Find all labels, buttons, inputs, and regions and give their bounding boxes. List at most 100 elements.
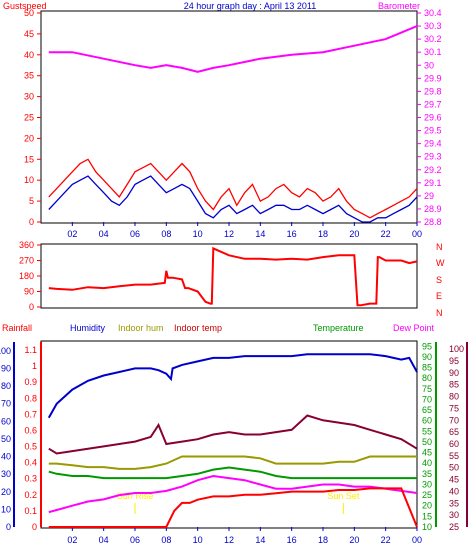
top-series [48,25,418,223]
rainfall-tick-label: 0.3 [24,474,37,484]
series-line-wind-direction [48,246,418,307]
barometer-ticks: 28.8 28.9 29 29.1 29.2 29.3 29.4 29.5 29.6 29.7 29… [417,8,442,227]
series-line-rainfall [48,487,418,528]
temperature-tick-label: 15 [422,511,432,521]
bottom-hour-ticks: 02 04 06 08 10 12 14 16 18 20 22 00 [67,527,422,545]
hour-tick-label: 00 [412,229,422,239]
hour-tick-label: 20 [349,229,359,239]
baro-tick-label: 30.3 [424,21,442,31]
hour-tick-label: 10 [193,535,203,545]
gust-tick-label: 30 [24,92,34,102]
humidity-tick-label: 40 [1,452,11,462]
baro-tick-label: 28.9 [424,204,442,214]
dir-tick-label: 90 [24,287,34,297]
temperature-tick-label: 30 [422,479,432,489]
rainfall-tick-label: 0.7 [24,409,37,419]
rainfall-tick-label: 0 [32,522,37,532]
baro-tick-label: 29.1 [424,178,442,188]
temperature-tick-label: 35 [422,469,432,479]
temperature-tick-label: 95 [422,341,432,351]
temperature-tick-label: 90 [422,352,432,362]
hour-tick-label: 02 [67,535,77,545]
dir-tick-label: 0 [29,302,34,312]
hour-tick-label: 08 [161,535,171,545]
baro-tick-label: 29.6 [424,113,442,123]
temperature-tick-label: 50 [422,437,432,447]
wind-direction-ticks: 0 90 180 270 360 [19,240,41,312]
hour-tick-label: 04 [99,229,109,239]
compass-label: N [436,308,443,318]
temperature-tick-label: 25 [422,490,432,500]
rainfall-ticks: 0 0.1 0.2 0.3 0.4 0.5 0.6 0.7 0.8 0.9 1 1.1 [24,342,42,532]
humidity-tick-label: 90 [1,363,11,373]
dewpoint-tick-label: 95 [449,356,459,366]
dir-tick-label: 360 [19,240,34,250]
hour-tick-label: 18 [318,229,328,239]
humidity-tick-label: 30 [1,469,11,479]
baro-tick-label: 30 [424,60,434,70]
hour-tick-label: 20 [349,535,359,545]
compass-label: W [436,258,445,268]
humidity-tick-label: 0 [6,522,11,532]
rainfall-tick-label: 0.2 [24,490,37,500]
baro-tick-label: 28.8 [424,217,442,227]
dewpoint-tick-label: 25 [449,522,459,532]
humidity-tick-label: 70 [1,399,11,409]
bottom-legend: Rainfall Humidity Indoor hum Indoor temp Tem… [2,323,435,333]
graph-title: 24 hour graph day : April 13 2011 [184,1,316,11]
series-line-dew-point [48,474,418,514]
dir-tick-label: 180 [19,271,34,281]
hour-tick-label: 12 [224,535,234,545]
compass-label: N [436,242,443,252]
rainfall-tick-label: 0.4 [24,458,37,468]
hour-tick-label: 04 [99,535,109,545]
series-line-indoor-hum [48,455,417,470]
dir-tick-label: 270 [19,256,34,266]
humidity-tick-label: 100 [0,346,11,356]
rainfall-tick-label: 1.1 [24,345,37,355]
humidity-ticks: 0 10 20 30 40 50 60 70 80 90 100 [0,342,15,532]
dewpoint-tick-label: 75 [449,403,459,413]
hour-tick-label: 02 [67,229,77,239]
wind-direction-series [48,246,418,307]
humidity-tick-label: 60 [1,416,11,426]
hour-tick-label: 22 [381,229,391,239]
temperature-tick-label: 70 [422,394,432,404]
hour-tick-label: 16 [287,229,297,239]
temperature-tick-label: 20 [422,501,432,511]
gust-tick-label: 50 [24,8,34,18]
dewpoint-tick-label: 60 [449,439,459,449]
rainfall-tick-label: 0.1 [24,506,37,516]
hour-tick-label: 12 [224,229,234,239]
series-line-dew-point [48,414,418,455]
rainfall-tick-label: 0.8 [24,393,37,403]
humidity-tick-label: 80 [1,381,11,391]
gustspeed-ticks: 0 5 10 15 20 25 30 35 40 45 50 [24,8,41,227]
rainfall-tick-label: 0.5 [24,442,37,452]
dewpoint-tick-label: 50 [449,463,459,473]
baro-tick-label: 30.2 [424,34,442,44]
temperature-tick-label: 75 [422,384,432,394]
compass-label: E [436,291,442,301]
gust-tick-label: 0 [29,217,34,227]
hour-tick-label: 06 [130,229,140,239]
baro-tick-label: 29.8 [424,86,442,96]
hour-tick-label: 18 [318,535,328,545]
legend-item: Dew Point [393,323,435,333]
gust-tick-label: 25 [24,113,34,123]
temperature-tick-label: 55 [422,426,432,436]
gust-tick-label: 20 [24,133,34,143]
temperature-tick-label: 10 [422,522,432,532]
legend-item: Indoor temp [174,323,222,333]
hour-tick-label: 06 [130,535,140,545]
dewpoint-tick-label: 85 [449,380,459,390]
legend-item: Rainfall [2,323,32,333]
gust-tick-label: 10 [24,175,34,185]
hour-tick-label: 22 [381,535,391,545]
legend-item: Humidity [70,323,106,333]
series-line-gustspeed [48,158,418,219]
temperature-tick-label: 40 [422,458,432,468]
